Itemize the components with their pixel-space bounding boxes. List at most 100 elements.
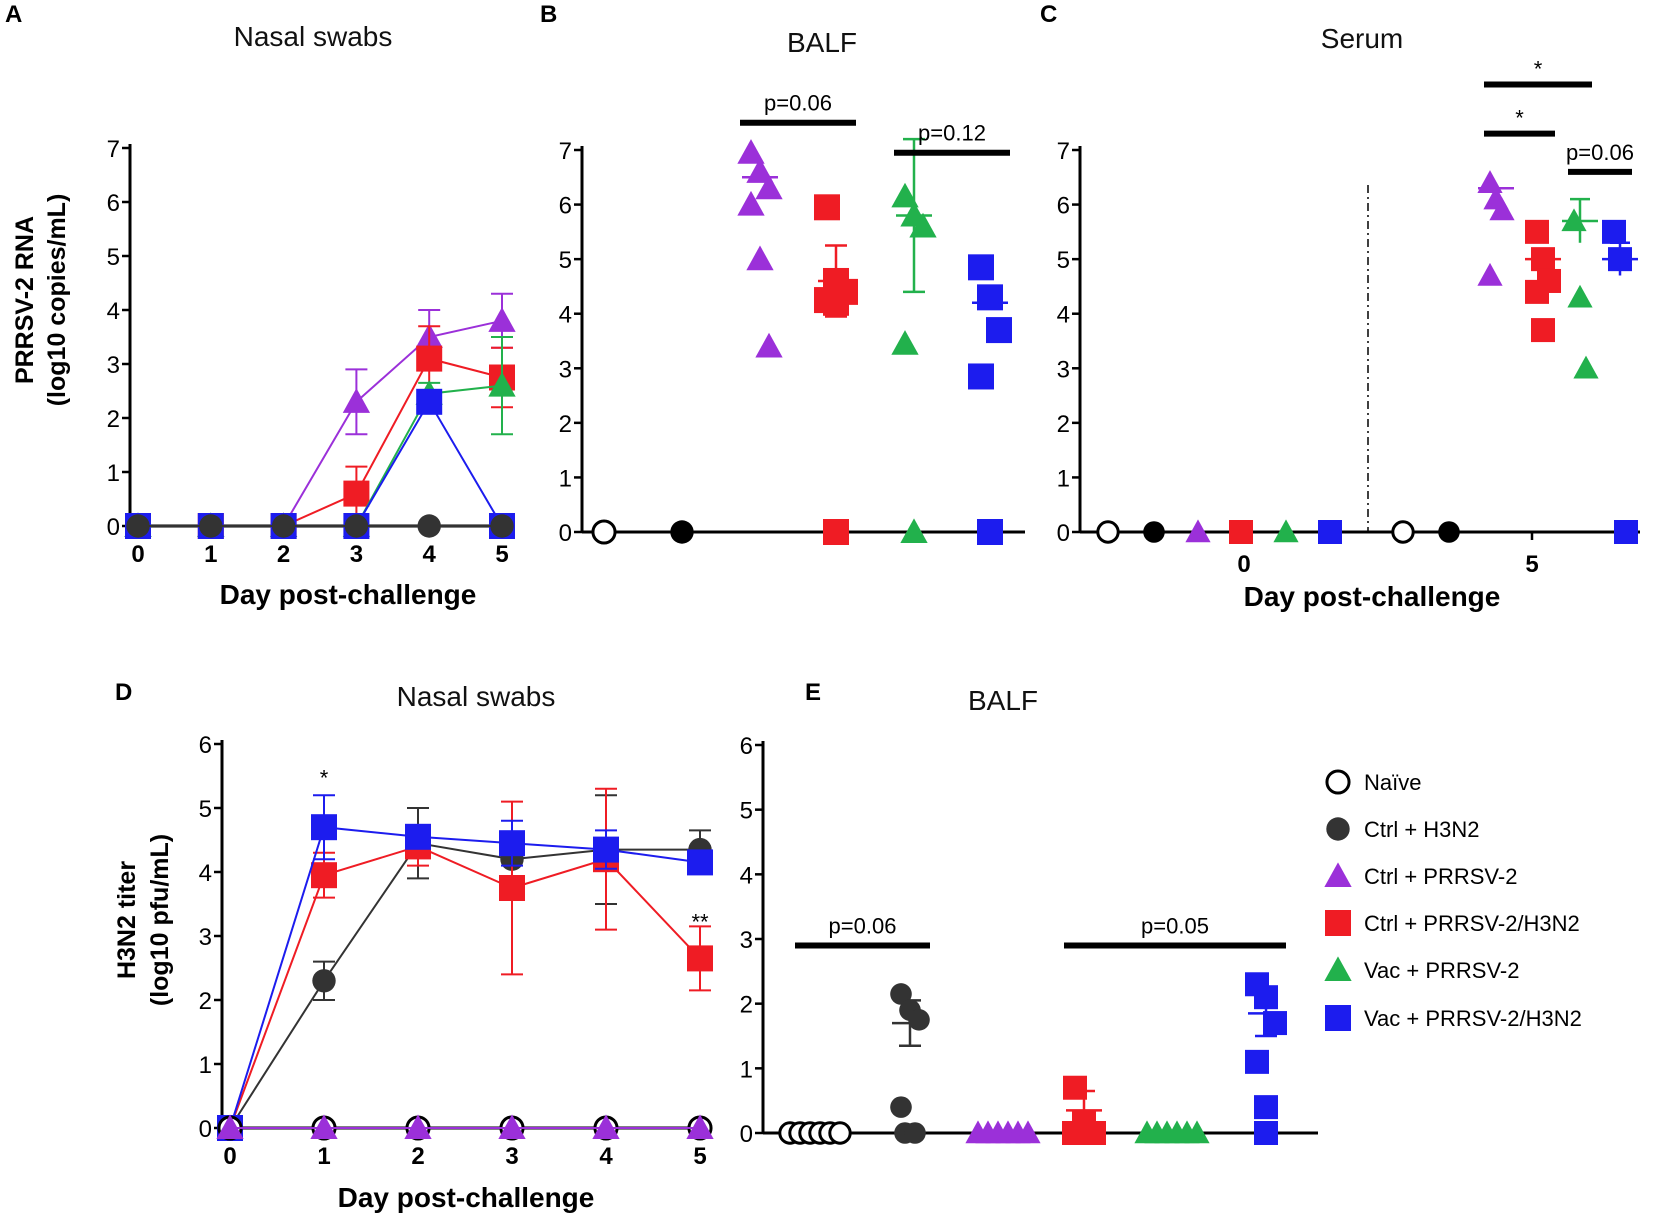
panel-label-a: A [5,1,22,28]
panel-c-day5-group-ctrl-prrsv-2-h3n2-point-4 [1531,318,1555,343]
panel-c-y-tick-label-2: 2 [1057,411,1070,438]
panel-a-series-ctrl-h3n2-point-0 [126,514,150,538]
panel-e-group-vac-prrsv-2-h3n2-point-2 [1263,1011,1287,1036]
panel-a-y-tick-label-2: 2 [107,406,120,433]
panel-c-bracket-label-1: * [1534,57,1543,82]
panel-e-group-ctrl-h3n2-point-0 [890,983,912,1005]
panel-d-series-ctrl-h3n2-point-1 [312,969,336,993]
panel-e-group-ctrl-prrsv-2 [965,1120,1041,1144]
panel-e-group-vac-prrsv-2 [1134,1120,1210,1144]
panel-c-day0-group-naive [1096,520,1120,544]
panel-c-day0-group-ctrl-h3n2 [1143,521,1165,543]
panel-label-b: B [540,1,557,28]
panel-b-group-naive-point-0 [591,519,617,545]
panel-b-group-vac-prrsv-2-point-0 [891,182,919,208]
panel-a-series-vac-prrsv-2-line [138,384,503,527]
panel-a-y-tick-label-3: 3 [107,352,120,379]
panel-c-day5-group-vac-prrsv-2-h3n2-point-2 [1614,520,1638,544]
panel-c-day5-group-ctrl-prrsv-2-h3n2 [1525,219,1561,343]
panel-e-group-ctrl-prrsv-2-h3n2 [1062,1075,1106,1145]
panel-b-group-ctrl-prrsv-2-point-3 [737,190,765,216]
panel-d-y-tick-label-1: 1 [199,1052,212,1079]
panel-a-x-tick-label-3: 3 [350,541,363,568]
panel-b-y-tick-label-5: 5 [559,247,572,274]
panel-b-group-ctrl-prrsv-2-h3n2-point-4 [823,289,849,316]
panel-c-xlabel: Day post-challenge [1244,581,1501,612]
panel-e-y-tick-label-2: 2 [740,992,753,1019]
panel-b-group-ctrl-h3n2-point-0 [670,520,694,544]
panel-c-day5-group-ctrl-prrsv-2-point-0 [1477,170,1503,193]
panel-a-x-tick-label-4: 4 [423,541,437,568]
panel-c-y-tick-label-7: 7 [1057,138,1070,165]
panel-d-series-vac-prrsv-2-h3n2-point-2 [405,823,431,850]
panel-b-group-ctrl-h3n2 [670,520,694,544]
panel-d-series-vac-prrsv-2-h3n2 [217,794,713,1141]
panel-d-x-tick-label-3: 3 [505,1143,518,1170]
panel-a-series-ctrl-h3n2-point-3 [344,514,369,538]
panel-d-series-ctrl-prrsv-2-h3n2-point-1 [311,862,337,889]
panel-b-group-vac-prrsv-2-h3n2-point-0 [968,254,994,281]
panel-d-series-ctrl-prrsv-2-h3n2-point-5 [687,945,713,972]
panel-b-group-vac-prrsv-2-h3n2 [968,254,1012,545]
panel-c-bracket-label-0: * [1515,106,1524,131]
panel-b-bracket-label-0: p=0.06 [764,91,832,116]
panel-c-day0-group-ctrl-prrsv-2-point-0 [1185,519,1211,543]
panel-b-group-ctrl-prrsv-2-point-0 [737,139,765,164]
panel-c-day5-group-vac-prrsv-2-point-0 [1561,208,1587,232]
panel-d-annotation-0: * [320,766,329,791]
panel-d-y-tick-label-3: 3 [199,924,212,951]
panel-a-series-ctrl-h3n2-point-5 [490,514,514,538]
panel-c-day5-group-ctrl-prrsv-2 [1477,170,1515,286]
panel-e-group-ctrl-h3n2 [890,983,930,1144]
panel-a-series-ctrl-h3n2-point-2 [271,514,296,538]
panel-d-x-tick-label-2: 2 [411,1143,424,1170]
panel-c-y-tick-label-0: 0 [1057,520,1070,547]
panel-c-day5-group-vac-prrsv-2-point-1 [1567,284,1593,308]
panel-d-series-ctrl-prrsv-2-point-4 [592,1114,620,1140]
panel-d-series-ctrl-h3n2 [218,794,712,1140]
panel-c-bracket-label-2: p=0.06 [1566,140,1634,165]
panel-c-day0-group-vac-prrsv-2-h3n2 [1318,520,1342,544]
panel-c-x-tick-label-1: 5 [1525,551,1538,578]
legend-marker-ctrl-h3n2 [1326,817,1350,841]
panel-e-y-tick-label-3: 3 [740,927,753,954]
panel-d-series-ctrl-prrsv-2-h3n2 [217,787,713,1141]
panel-d-series-vac-prrsv-2-h3n2-point-1 [311,814,337,841]
panel-c-day5-group-ctrl-prrsv-2-point-2 [1489,197,1515,221]
legend: Naïve Ctrl + H3N2 Ctrl + PRRSV-2 Ctrl + … [1364,770,1582,1031]
panel-d-ylabel-line1: H3N2 titer [113,861,141,979]
panel-c-day5-group-naive [1391,520,1415,544]
panel-a-ylabel-line1: PRRSV-2 RNA [11,216,39,384]
panel-e-y-tick-label-4: 4 [740,862,753,889]
panel-d-x-tick-label-4: 4 [599,1143,613,1170]
panel-label-d: D [115,679,132,706]
panel-d-series-ctrl-prrsv-2-point-5 [686,1114,714,1140]
panel-d-series-ctrl-prrsv-2-point-0 [216,1114,244,1140]
panel-a-series-ctrl-prrsv-2-h3n2-point-3 [343,480,370,507]
panel-c-day5-group-ctrl-prrsv-2-h3n2-point-3 [1525,279,1549,304]
panel-b-group-ctrl-prrsv-2-point-5 [755,332,783,358]
panel-a-x-tick-label-5: 5 [495,541,508,568]
panel-c-day5-group-naive-point-0 [1391,520,1415,544]
panel-e-y-tick-label-1: 1 [740,1056,753,1083]
panel-c-day0-group-vac-prrsv-2-h3n2-point-0 [1318,520,1342,544]
panel-b-group-vac-prrsv-2 [891,137,937,544]
panel-e-group-vac-prrsv-2-h3n2-point-3 [1245,1049,1269,1074]
panel-a-series-ctrl-prrsv-2-h3n2-line [138,357,503,527]
panel-a-series-ctrl-h3n2 [126,514,514,538]
panel-b-group-ctrl-prrsv-2-h3n2-point-5 [823,519,849,545]
panel-b-group-ctrl-prrsv-2-h3n2 [814,194,858,545]
panel-d-series-ctrl-prrsv-2-h3n2-point-3 [499,875,525,901]
panel-d-series-ctrl-prrsv-2-point-1 [310,1114,338,1140]
panel-c-day0-group-ctrl-prrsv-2-h3n2-point-0 [1229,520,1253,544]
legend-label-ctrl-prrsv-h3n2: Ctrl + PRRSV-2/H3N2 [1364,911,1580,936]
panel-b-title: BALF [787,27,857,58]
panel-c-day5-group-ctrl-prrsv-2-point-3 [1477,262,1503,286]
panel-c-day0-group-vac-prrsv-2-point-0 [1273,519,1299,543]
panel-c-day0-group-naive-point-0 [1096,520,1120,544]
panel-e-title: BALF [968,685,1038,716]
panel-b-group-ctrl-prrsv-2-point-2 [755,174,783,200]
panel-b-y-tick-label-7: 7 [559,138,572,165]
panel-c-y-tick-label-1: 1 [1057,465,1070,492]
panel-d-xlabel: Day post-challenge [338,1182,595,1213]
